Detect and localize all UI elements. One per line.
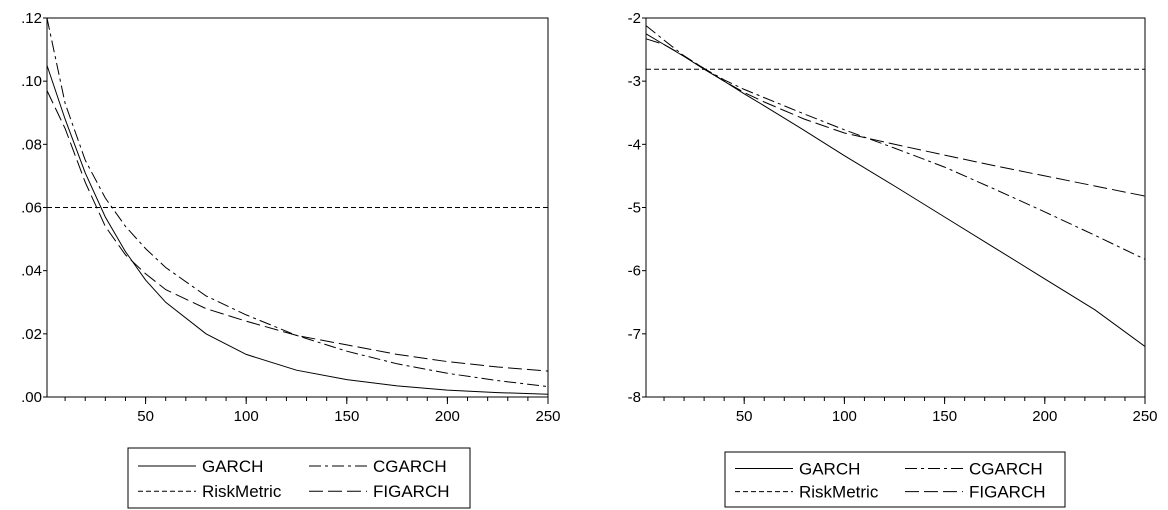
x-tick-label: 200 [435, 408, 460, 425]
series-line-cgarch [645, 25, 1146, 260]
x-tick-label: 150 [932, 408, 957, 425]
series-line-figarch [645, 38, 1146, 197]
legend-label-garch: GARCH [799, 460, 860, 479]
legend: GARCH CGARCH RiskMetric FIGARCH [724, 451, 1066, 508]
legend-label-cgarch: CGARCH [969, 460, 1043, 479]
y-tick-label: -5 [628, 200, 641, 217]
y-tick-label: -3 [628, 73, 641, 90]
x-tick-label: 50 [137, 408, 154, 425]
series-line-garch [645, 33, 1146, 347]
y-tick-label: -6 [628, 263, 641, 280]
series-line-garch [46, 65, 549, 395]
x-tick-label: 250 [1132, 408, 1157, 425]
legend-label-riskmetric: RiskMetric [799, 483, 879, 502]
series-line-cgarch [46, 17, 549, 388]
chart-left: .00 .02 .04 .06 .08 .10 .12 50 100 150 200 250 GARCH… [21, 10, 561, 509]
y-tick-label: .06 [21, 200, 42, 217]
chart-right: -8 -7 -6 -5 -4 -3 -2 50 100 150 200 250 GARCH CGARCH R… [628, 10, 1158, 508]
y-tick-label: .00 [21, 389, 42, 406]
y-tick-label: .10 [21, 73, 42, 90]
x-tick-label: 200 [1032, 408, 1057, 425]
x-tick-label: 100 [832, 408, 857, 425]
legend-label-garch: GARCH [202, 457, 263, 476]
legend-label-riskmetric: RiskMetric [202, 482, 282, 501]
legend-box [724, 451, 1066, 508]
legend-label-figarch: FIGARCH [969, 483, 1046, 502]
plot-frame [645, 17, 1146, 398]
x-tick-label: 150 [334, 408, 359, 425]
y-tick-label: .02 [21, 326, 42, 343]
legend-box [127, 447, 471, 509]
y-tick-label: -8 [628, 389, 641, 406]
legend-label-cgarch: CGARCH [373, 457, 447, 476]
legend: GARCH CGARCH RiskMetric FIGARCH [127, 447, 471, 509]
x-tick-label: 100 [234, 408, 259, 425]
y-tick-label: .12 [21, 10, 42, 27]
y-tick-label: .08 [21, 136, 42, 153]
x-tick-label: 250 [535, 408, 560, 425]
legend-label-figarch: FIGARCH [373, 482, 450, 501]
series-line-figarch [46, 90, 549, 372]
y-tick-label: -7 [628, 326, 641, 343]
y-tick-label: .04 [21, 263, 42, 280]
x-tick-label: 50 [736, 408, 753, 425]
y-tick-label: -4 [628, 136, 641, 153]
y-tick-label: -2 [628, 10, 641, 27]
